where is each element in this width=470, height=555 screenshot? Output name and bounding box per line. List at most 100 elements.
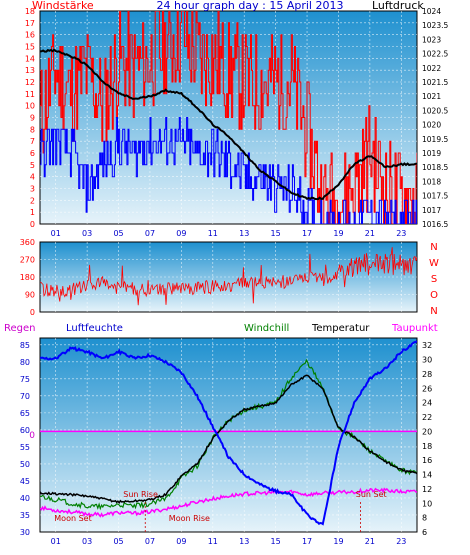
humidity-tick-label: 65 [20, 409, 30, 418]
temperature-tick-label: 32 [422, 341, 432, 350]
humidity-tick-label: 35 [20, 511, 30, 520]
humidity-tick-label: 40 [20, 494, 30, 503]
event-label: Moon Set [54, 514, 91, 523]
chart-title: 24 hour graph day : 15 April 2013 [157, 0, 344, 12]
humidity-tick-label: 85 [20, 341, 30, 350]
hour-tick-label: 03 [82, 229, 92, 238]
humidity-tick-label: 55 [20, 443, 30, 452]
pressure-tick-label: 1023.5 [422, 21, 448, 30]
wind-speed-tick-label: 1 [30, 208, 35, 217]
pressure-tick-label: 1020 [422, 121, 441, 130]
hour-tick-label: 17 [302, 537, 312, 546]
compass-label: N [430, 242, 437, 253]
hour-tick-label: 03 [82, 537, 92, 546]
compass-label: N [430, 306, 437, 317]
wind-speed-tick-label: 0 [30, 220, 35, 229]
pressure-series-line [40, 48, 417, 201]
hour-tick-label: 15 [271, 537, 281, 546]
hour-tick-label: 05 [113, 537, 123, 546]
wind-speed-tick-label: 16 [25, 31, 35, 40]
compass-label: O [430, 290, 438, 301]
pressure-tick-label: 1017.5 [422, 192, 448, 201]
hour-tick-label: 01 [51, 537, 61, 546]
gust-series-line [40, 11, 417, 224]
temperature-tick-label: 20 [422, 427, 432, 436]
direction-tick-label: 270 [20, 256, 35, 265]
temperature-tick-label: 22 [422, 413, 432, 422]
temperature-humidity-series [40, 340, 417, 526]
hour-tick-label: 13 [239, 537, 249, 546]
pressure-tick-label: 1016.5 [422, 220, 448, 229]
wind-speed-axis-title: Windstärke [32, 0, 94, 12]
wind-speed-tick-label: 15 [25, 43, 35, 52]
temperature-humidity-legend: Regen Luftfeuchte Windchill Temperatur Taupu… [4, 323, 438, 334]
direction-tick-label: 180 [20, 273, 35, 282]
hour-tick-label: 11 [208, 537, 218, 546]
wind-direction-grid [40, 242, 417, 312]
legend-label: Taupunkt [391, 323, 438, 334]
pressure-tick-label: 1022 [422, 64, 441, 73]
wind-speed-tick-label: 7 [30, 137, 35, 146]
humidity-tick-label: 50 [20, 460, 30, 469]
pressure-axis: 1016.5 1017 1017.5 1018 1018.5 1019 1019.5 1020… [422, 7, 448, 229]
wind-speed-tick-label: 2 [30, 196, 35, 205]
hour-tick-label: 19 [333, 229, 343, 238]
pressure-tick-label: 1020.5 [422, 106, 448, 115]
temperature-tick-label: 6 [422, 528, 427, 537]
wind-speed-tick-label: 3 [30, 185, 35, 194]
wind-speed-tick-label: 11 [25, 90, 35, 99]
rain-axis-zero-label: 0 [29, 431, 35, 441]
temperature-tick-label: 18 [422, 442, 432, 451]
temperature-tick-label: 10 [422, 499, 432, 508]
hour-tick-label: 01 [51, 229, 61, 238]
direction-tick-label: 0 [30, 308, 35, 317]
sun-moon-annotations: Moon Set Sun Rise Moon Rise Sun Set [54, 490, 387, 532]
humidity-tick-label: 70 [20, 392, 30, 401]
pressure-tick-label: 1018.5 [422, 163, 448, 172]
event-label: Sun Set [356, 490, 387, 499]
pressure-tick-label: 1021.5 [422, 78, 448, 87]
hour-tick-label: 09 [176, 537, 186, 546]
hour-tick-label: 07 [145, 229, 155, 238]
pressure-axis-title: Luftdruck [372, 0, 424, 12]
wind-speed-tick-label: 5 [30, 161, 35, 170]
hour-tick-label: 13 [239, 229, 249, 238]
hour-tick-label: 21 [365, 229, 375, 238]
temperature-tick-label: 12 [422, 485, 432, 494]
temperature-humidity-x-axis: 01 03 05 07 09 11 13 15 17 19 21 23 [51, 537, 407, 546]
compass-label: S [431, 274, 437, 285]
compass-label: W [429, 258, 439, 269]
hour-tick-label: 23 [396, 537, 406, 546]
pressure-tick-label: 1018 [422, 177, 441, 186]
hour-tick-label: 23 [396, 229, 406, 238]
pressure-tick-label: 1019.5 [422, 135, 448, 144]
direction-tick-label: 360 [20, 238, 35, 247]
hour-tick-label: 11 [208, 229, 218, 238]
wind-speed-tick-label: 8 [30, 125, 35, 134]
hour-tick-label: 05 [113, 229, 123, 238]
humidity-tick-label: 30 [20, 528, 30, 537]
hour-tick-label: 19 [333, 537, 343, 546]
pressure-tick-label: 1021 [422, 92, 441, 101]
temperature-tick-label: 24 [422, 399, 432, 408]
wind-speed-tick-label: 12 [25, 78, 35, 87]
wind-speed-series-line [40, 117, 417, 224]
hour-tick-label: 21 [365, 537, 375, 546]
wind-speed-tick-label: 9 [30, 114, 35, 123]
wind-pressure-series [40, 11, 417, 224]
humidity-tick-label: 80 [20, 358, 30, 367]
temperature-tick-label: 30 [422, 356, 432, 365]
wind-speed-tick-label: 13 [25, 66, 35, 75]
pressure-tick-label: 1023 [422, 35, 441, 44]
event-label: Sun Rise [123, 490, 158, 499]
temperature-tick-label: 28 [422, 370, 432, 379]
legend-label: Windchill [244, 323, 289, 334]
humidity-axis: 30 35 40 45 50 55 60 65 70 75 80 85 [20, 341, 30, 537]
dew-point-series-line [40, 487, 417, 518]
wind-speed-tick-label: 17 [25, 19, 35, 28]
pressure-tick-label: 1017 [422, 206, 441, 215]
wind-speed-tick-label: 10 [25, 102, 35, 111]
humidity-series-line [40, 340, 417, 526]
